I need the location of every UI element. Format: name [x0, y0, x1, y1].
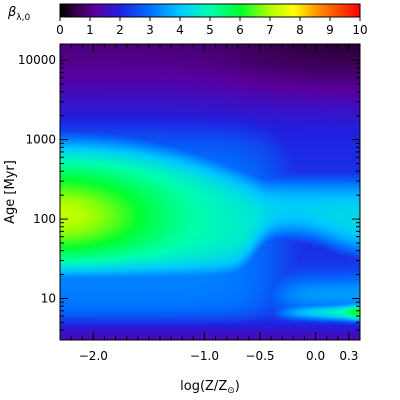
colorbar-tick-label: 3 — [146, 23, 154, 37]
x-tick-label: −2.0 — [79, 349, 108, 363]
colorbar-tick-label: 8 — [296, 23, 304, 37]
colorbar-ticks: 0 1 2 3 4 5 6 7 8 9 10 — [56, 17, 368, 37]
colorbar-tick-label: 7 — [266, 23, 274, 37]
x-tick-label: −1.0 — [190, 349, 219, 363]
colorbar-label: βλ,0 — [7, 5, 30, 23]
x-tick-label: 0.0 — [306, 349, 325, 363]
colorbar-tick-label: 2 — [116, 23, 124, 37]
y-tick-label: 10 — [41, 291, 56, 305]
x-tick-label: −0.5 — [245, 349, 274, 363]
x-axis-ticks: −2.0 −1.0 −0.5 0.0 0.3 — [70, 44, 361, 363]
colorbar-gradient — [59, 3, 361, 18]
colorbar-tick-label: 4 — [176, 23, 184, 37]
colorbar-tick-label: 10 — [352, 23, 367, 37]
colorbar-tick-label: 1 — [86, 23, 94, 37]
y-axis-label: Age [Myr] — [3, 160, 18, 224]
colorbar-tick-label: 5 — [206, 23, 214, 37]
colorbar-tick-label: 0 — [56, 23, 64, 37]
plot-frame — [59, 43, 361, 341]
heatmap-image — [60, 44, 360, 340]
colorbar: 0 1 2 3 4 5 6 7 8 9 10 βλ,0 — [7, 3, 368, 37]
colorbar-tick-label: 6 — [236, 23, 244, 37]
y-tick-label: 1000 — [25, 133, 56, 147]
y-tick-label: 10000 — [18, 53, 56, 67]
colorbar-tick-label: 9 — [326, 23, 334, 37]
y-tick-label: 100 — [33, 212, 56, 226]
heatmap-field — [59, 43, 361, 341]
y-axis-ticks: 10 100 1000 10000 — [18, 53, 360, 341]
x-axis-label: log(Z/Z⊙) — [180, 379, 240, 396]
x-tick-label: 0.3 — [339, 349, 358, 363]
